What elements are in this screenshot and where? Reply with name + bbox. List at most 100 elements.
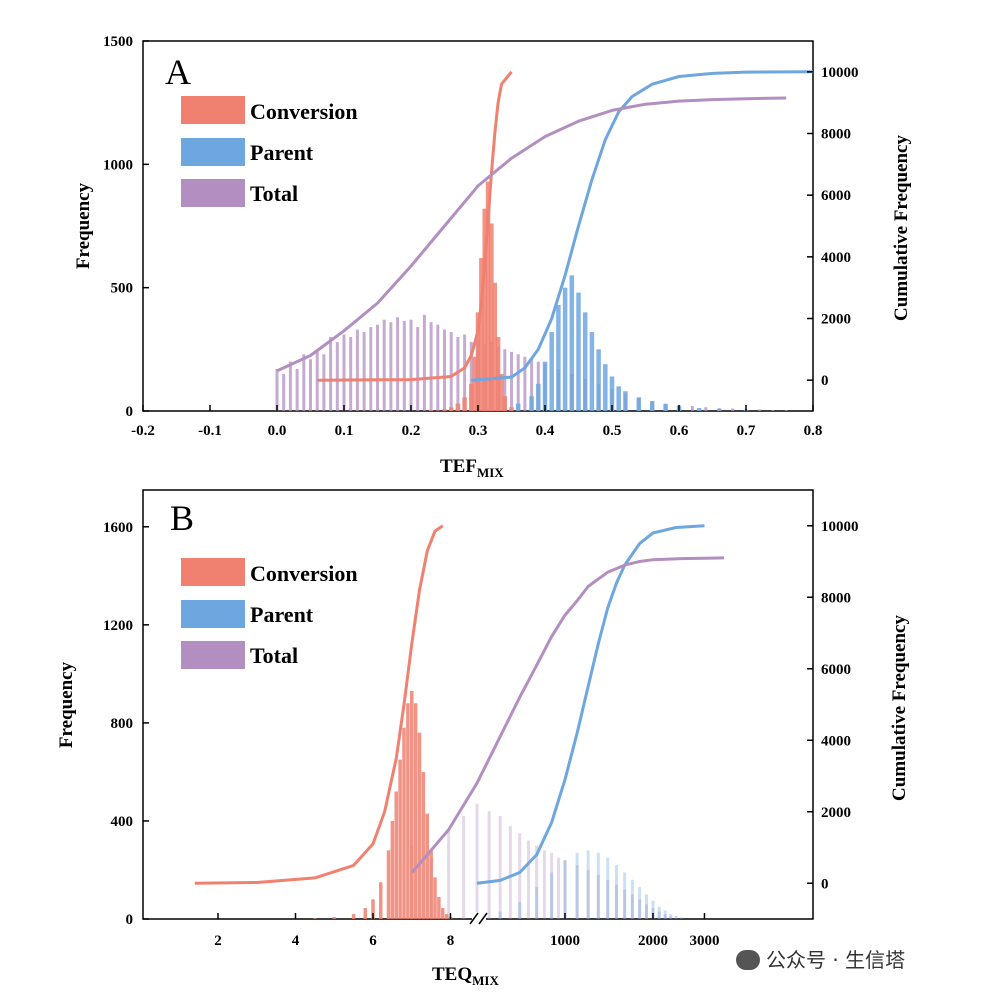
panel-a-bar-parent xyxy=(716,409,722,411)
panel-a-bar-total xyxy=(429,322,433,411)
panel-a-bar-conversion xyxy=(475,312,481,411)
panel-a-bar-parent xyxy=(515,403,521,411)
panel-a-x-tick-label: 0.1 xyxy=(335,423,354,439)
panel-b-x-axis-label: TEQMIX xyxy=(432,964,499,988)
panel-b-bar-total xyxy=(487,811,491,919)
panel-b-bar-conversion xyxy=(429,850,433,919)
panel-a-bar-parent xyxy=(562,287,568,411)
panel-b-bar-conversion xyxy=(394,791,398,919)
panel-b-bar-total xyxy=(526,840,530,919)
panel-b-x-tick-label: 1000 xyxy=(550,933,580,949)
panel-b-bar-parent xyxy=(651,900,655,919)
panel-a-bar-parent xyxy=(576,292,581,411)
panel-b-cumulative-line-parent xyxy=(476,524,705,885)
panel-b-bar-total xyxy=(596,874,600,919)
panel-b-x-axis-label-sub: MIX xyxy=(472,973,499,988)
panel-a-bar-conversion xyxy=(448,407,454,411)
panel-a-bar-total xyxy=(416,327,420,411)
panel-b-bar-conversion xyxy=(425,813,429,919)
panel-a-bar-total xyxy=(422,314,426,411)
panel-b-legend-conversion: Conversion xyxy=(250,561,358,586)
panel-b-x-tick-label: 6 xyxy=(369,933,377,949)
panel-b-bar-parent xyxy=(630,879,634,919)
panel-b-bar-total xyxy=(606,879,610,919)
panel-b-bar-conversion xyxy=(413,703,418,919)
panel-b-bar-total xyxy=(623,889,627,919)
panel-a-bar-total xyxy=(349,337,353,411)
panel-a-bar-total xyxy=(523,356,527,411)
panel-a-bar-parent xyxy=(636,397,642,411)
panel-b-bar-total xyxy=(630,894,634,919)
panel-a-bar-conversion xyxy=(472,356,477,411)
panel-b-bar-conversion xyxy=(406,703,410,919)
panel-b-bar-parent xyxy=(575,852,579,919)
panel-a-bar-parent xyxy=(589,332,595,411)
panel-a-bar-parent xyxy=(569,275,575,411)
panel-a-y2-axis-label: Cumulative Frequency xyxy=(891,135,912,321)
panel-a-bar-parent xyxy=(616,386,621,411)
panel-b-bar-conversion xyxy=(379,882,383,919)
panel-a-chart: A -0.2 -0.1 0.0 0.1 0.2 0.3 0.4 0.5 0.6 0.7 0.8 0 5… xyxy=(73,34,912,480)
panel-a-bar-total xyxy=(369,327,373,411)
panel-b-bar-conversion xyxy=(386,850,391,919)
panel-b-legend-swatch-total xyxy=(181,641,245,669)
panel-b-x-tick-label: 3000 xyxy=(689,933,719,949)
panel-b-legend-total: Total xyxy=(250,643,298,668)
panel-b-bar-parent xyxy=(644,894,648,919)
panel-b-y-tick-label: 1200 xyxy=(103,618,133,634)
panel-a-x-tick-label: 0.2 xyxy=(402,423,421,439)
panel-a-bar-total xyxy=(516,354,520,411)
panel-b-bar-conversion xyxy=(421,771,426,919)
panel-b-y2-tick-label: 8000 xyxy=(821,590,851,606)
panel-b-x-tick-label: 2 xyxy=(214,933,222,949)
panel-a-bar-total xyxy=(309,359,312,411)
panel-b-y-tick-label: 0 xyxy=(126,912,134,928)
panel-a-x-tick-label: 0.7 xyxy=(737,423,756,439)
panel-a-bar-total xyxy=(389,322,393,411)
panel-a-bar-total xyxy=(288,361,292,411)
panel-a-x-tick-label: 0.8 xyxy=(804,423,823,439)
panel-a-legend-swatch-parent xyxy=(181,138,245,166)
panel-a-bar-conversion xyxy=(455,403,461,411)
panel-b-y2-tick-label: 10000 xyxy=(821,519,859,535)
panel-a-legend-parent: Parent xyxy=(250,140,314,165)
panel-a-bar-conversion xyxy=(428,410,434,411)
panel-b-y-tick-label: 800 xyxy=(111,716,134,732)
panel-b-bar-total xyxy=(498,816,502,919)
panel-a-x-axis-label-main: TEF xyxy=(440,456,477,477)
panel-b-bar-parent xyxy=(663,910,667,919)
panel-a-x-axis-label: TEFMIX xyxy=(440,456,504,480)
panel-b-bar-parent xyxy=(669,914,673,919)
panel-b-bar-conversion xyxy=(402,727,406,919)
panel-b-bar-conversion xyxy=(313,918,317,919)
panel-a-x-tick-label: -0.2 xyxy=(131,423,155,439)
panel-a-bar-parent xyxy=(663,404,668,411)
panel-a-bar-total xyxy=(322,354,326,411)
panel-a-bar-total xyxy=(463,334,467,411)
panel-a-bar-total xyxy=(443,329,446,411)
panel-b-axis-break-mark-2 xyxy=(478,912,488,925)
panel-b-bar-conversion xyxy=(433,877,437,919)
panel-b-x-tick-label: 8 xyxy=(447,933,455,949)
panel-b-bar-parent xyxy=(606,857,610,919)
panel-b-label: B xyxy=(170,498,194,538)
panel-b-bar-conversion xyxy=(437,896,441,919)
panel-a-bar-parent xyxy=(582,312,588,411)
panel-b-y-ticks: 0 400 800 1200 1600 xyxy=(103,520,149,928)
panel-b-bar-total xyxy=(563,860,567,919)
panel-b-legend: Conversion Parent Total xyxy=(181,558,358,669)
panel-a-bar-total xyxy=(282,374,286,411)
panel-a-bar-total xyxy=(382,319,386,411)
panel-a-x-tick-label: 0.3 xyxy=(469,423,488,439)
panel-a-x-tick-label: -0.1 xyxy=(198,423,222,439)
panel-b-bar-parent xyxy=(623,872,627,919)
panel-b-bar-total xyxy=(462,816,466,919)
panel-a-x-tick-label: 0.0 xyxy=(268,423,287,439)
panel-a-y2-tick-label: 0 xyxy=(821,373,829,389)
panel-b-bar-parent xyxy=(550,872,554,919)
watermark: 公众号 · 生信塔 xyxy=(736,944,905,973)
panel-a-y-tick-label: 1000 xyxy=(103,157,133,173)
panel-b-bar-total xyxy=(475,803,479,919)
panel-a-y-tick-label: 1500 xyxy=(103,34,133,50)
